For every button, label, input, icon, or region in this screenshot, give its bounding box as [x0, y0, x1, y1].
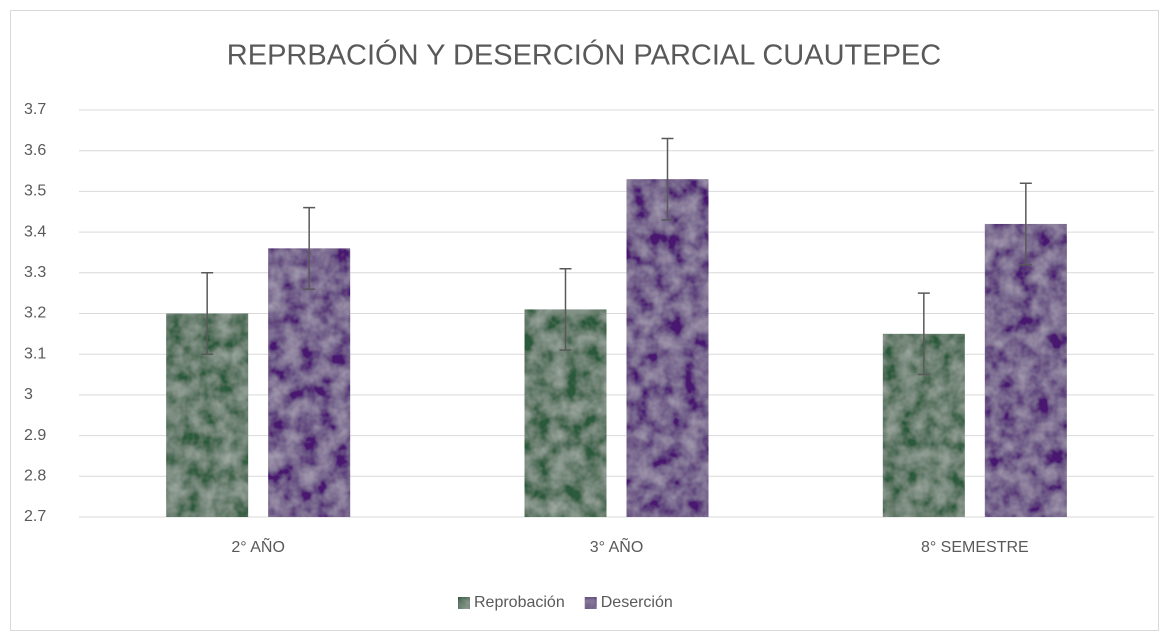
bar [268, 248, 351, 517]
error-bar [1019, 182, 1032, 266]
error-bar [559, 267, 572, 351]
chart-title: REPRBACIÓN Y DESERCIÓN PARCIAL CUAUTEPEC [227, 39, 941, 72]
legend-swatch [458, 597, 470, 609]
bar [626, 179, 709, 517]
y-tick-label: 2.8 [24, 468, 46, 485]
y-tick-label: 2.9 [24, 427, 46, 444]
y-tick-label: 3.6 [24, 142, 46, 159]
y-tick-label: 3.5 [24, 183, 46, 200]
y-tick-label: 3 [24, 386, 33, 403]
y-tick-label: 3.1 [24, 345, 46, 362]
x-tick-label: 3° AÑO [590, 536, 644, 556]
error-bar [661, 137, 674, 221]
y-tick-label: 3.2 [24, 305, 46, 322]
x-tick-label: 2° AÑO [231, 536, 285, 556]
error-bar [303, 206, 316, 290]
y-tick-label: 3.4 [24, 223, 46, 240]
error-bar [917, 292, 930, 376]
error-bar [201, 272, 214, 355]
legend-label: Reprobación [474, 594, 565, 611]
legend-swatch [584, 597, 597, 609]
y-tick-label: 3.3 [24, 264, 46, 281]
bar [984, 223, 1067, 517]
legend-label: Deserción [601, 594, 673, 611]
y-tick-label: 2.7 [24, 508, 46, 525]
x-tick-label: 8° SEMESTRE [921, 539, 1029, 556]
y-tick-label: 3.7 [24, 101, 46, 118]
